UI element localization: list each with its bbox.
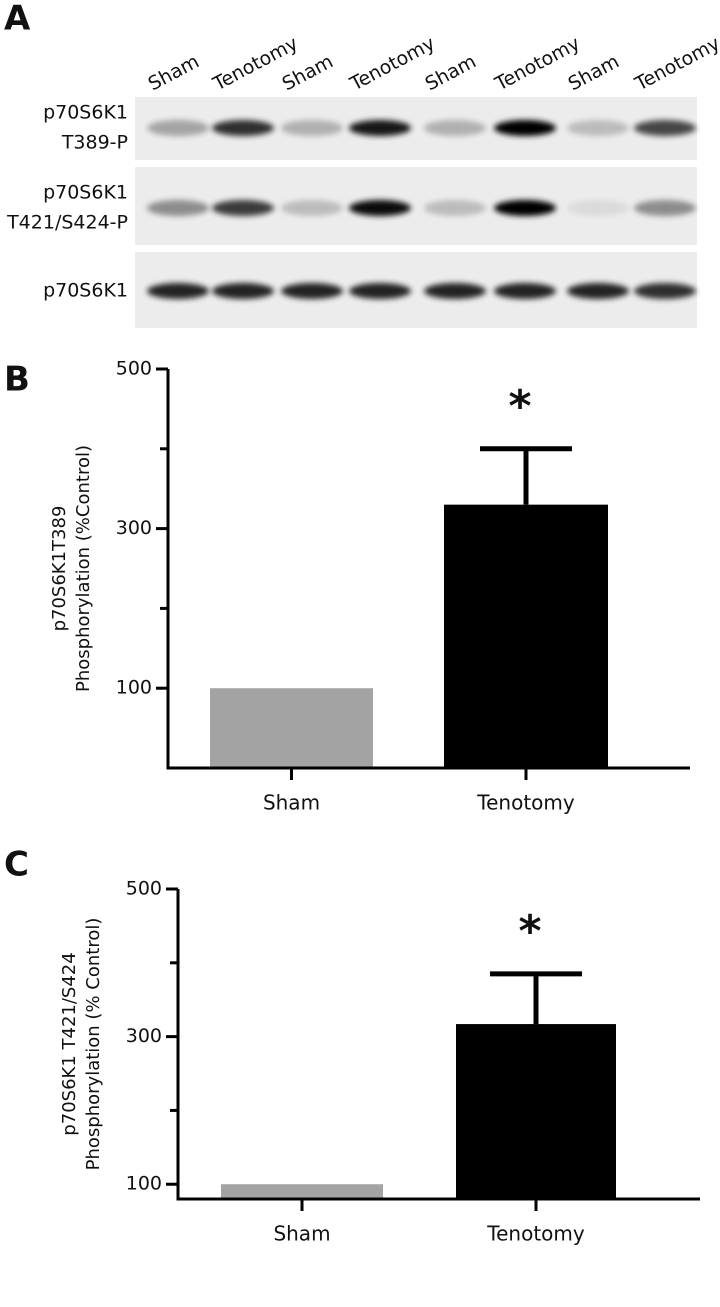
blot-band: [634, 120, 696, 136]
y-tick-label: 300: [126, 1025, 162, 1047]
blot-band: [349, 200, 411, 216]
bar: [456, 1024, 616, 1199]
significance-marker: *: [508, 381, 531, 432]
blot-band: [147, 120, 209, 136]
row-label: T389-P: [61, 132, 128, 154]
x-tick-label: Sham: [273, 1222, 330, 1246]
panel-label: A: [4, 0, 31, 39]
x-tick-label: Tenotomy: [476, 791, 575, 815]
blot-band: [424, 283, 486, 299]
blot-band: [567, 120, 629, 136]
lane-label: Tenotomy: [631, 32, 720, 95]
bar: [210, 688, 373, 768]
blot-band: [281, 283, 343, 299]
row-label: T421/S424-P: [6, 212, 128, 234]
y-axis-label: p70S6K1 T421/S424: [59, 952, 80, 1135]
x-tick-label: Tenotomy: [486, 1222, 585, 1246]
y-tick-label: 100: [126, 1173, 162, 1195]
blot-band: [147, 283, 209, 299]
blot-band: [281, 200, 343, 216]
blot-band: [424, 200, 486, 216]
panel-label: B: [4, 360, 30, 400]
blot-band: [212, 200, 274, 216]
blot-band: [349, 283, 411, 299]
lane-label: Tenotomy: [346, 32, 439, 95]
blot-band: [567, 200, 629, 216]
y-tick-label: 100: [116, 677, 152, 699]
blot-band: [147, 200, 209, 216]
y-tick-label: 500: [116, 358, 152, 380]
row-label: p70S6K1: [43, 102, 128, 124]
row-label: p70S6K1: [43, 182, 128, 204]
blot-band: [281, 120, 343, 136]
blot-band: [349, 120, 411, 136]
blot-band: [567, 283, 629, 299]
y-axis-label: Phosphorylation (% Control): [83, 918, 104, 1171]
panel-label: C: [4, 845, 29, 885]
y-tick-label: 500: [126, 878, 162, 900]
blot-band: [494, 283, 556, 299]
lane-label: Sham: [422, 50, 480, 95]
blot-band: [634, 200, 696, 216]
row-label: p70S6K1: [43, 280, 128, 302]
blot-band: [494, 120, 556, 136]
blot-band: [634, 283, 696, 299]
lane-label: Sham: [145, 50, 203, 95]
blot-band: [424, 120, 486, 136]
blot-band: [212, 120, 274, 136]
bar: [444, 504, 608, 768]
bar: [221, 1184, 383, 1199]
x-tick-label: Sham: [263, 791, 320, 815]
blot-band: [494, 200, 556, 216]
significance-marker: *: [518, 906, 541, 957]
blot-band: [212, 283, 274, 299]
y-axis-label: Phosphorylation (%Control): [73, 445, 94, 692]
y-tick-label: 300: [116, 517, 152, 539]
y-axis-label: p70S6K1T389: [49, 506, 70, 632]
